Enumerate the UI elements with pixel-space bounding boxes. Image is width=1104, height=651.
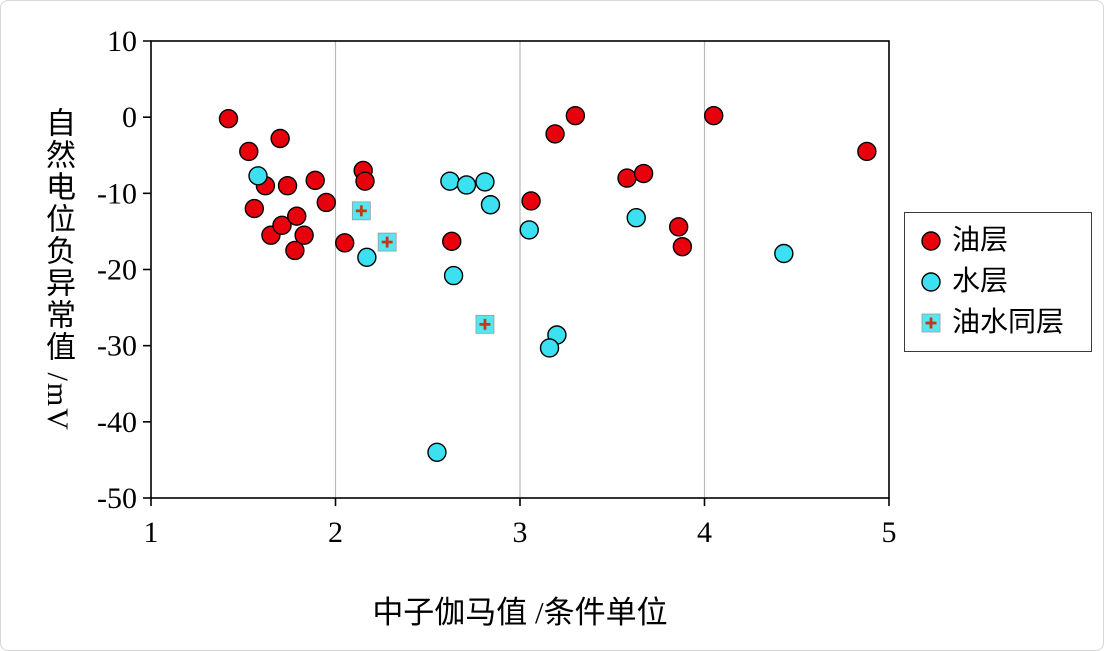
svg-text:-20: -20	[97, 254, 137, 287]
svg-text:2: 2	[328, 516, 343, 549]
legend-item-water-layer: 水层	[919, 267, 1077, 297]
oil-water-layer-square-plus-icon	[919, 311, 943, 335]
svg-text:3: 3	[513, 516, 528, 549]
svg-text:0: 0	[122, 101, 137, 134]
svg-text:10: 10	[107, 25, 137, 58]
legend: 油层 水层 油水同层	[904, 212, 1092, 352]
legend-item-oil-water-layer: 油水同层	[919, 308, 1077, 338]
legend-item-oil-layer: 油层	[919, 226, 1077, 256]
water-layer-circle-icon	[919, 270, 943, 294]
oil-layer-circle-icon	[919, 229, 943, 253]
legend-label-water-layer: 水层	[952, 266, 1009, 297]
svg-text:-30: -30	[97, 330, 137, 363]
legend-label-oil-water-layer: 油水同层	[952, 307, 1065, 338]
svg-text:5: 5	[882, 516, 897, 549]
svg-text:-10: -10	[97, 177, 137, 210]
svg-text:-50: -50	[97, 482, 137, 515]
y-axis-title: 自然电位负异常值 /mV	[41, 107, 74, 432]
x-axis-title: 中子伽马值 /条件单位	[372, 595, 668, 630]
svg-text:4: 4	[697, 516, 712, 549]
svg-text:-40: -40	[97, 406, 137, 439]
legend-label-oil-layer: 油层	[952, 225, 1009, 256]
svg-text:1: 1	[144, 516, 159, 549]
